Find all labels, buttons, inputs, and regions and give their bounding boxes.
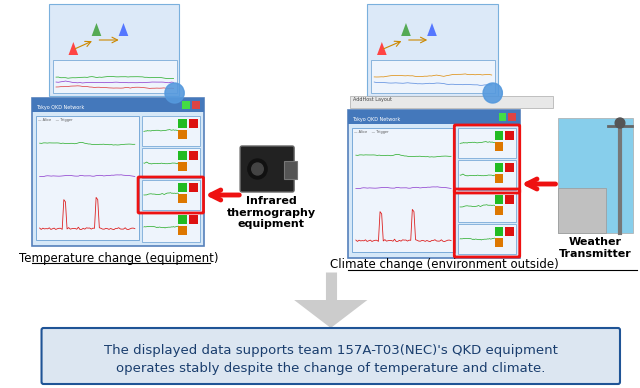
Bar [495,206,503,215]
Text: Temperature change (equipment): Temperature change (equipment) [19,252,218,265]
Bar [558,118,634,233]
Bar [348,110,520,258]
Circle shape [483,83,502,103]
Bar [505,195,514,204]
FancyBboxPatch shape [240,146,294,192]
Bar [352,128,455,252]
Bar [495,227,503,236]
Bar [182,101,190,109]
Bar [505,163,514,172]
Bar [179,183,187,192]
Bar [495,163,503,172]
Bar [179,162,187,171]
Bar [495,195,503,204]
Text: Infrared
thermography
equipment: Infrared thermography equipment [227,196,316,229]
Circle shape [165,83,184,103]
Bar [495,131,503,140]
Polygon shape [68,42,78,55]
Polygon shape [294,300,367,328]
Bar [142,212,200,242]
Bar [505,227,514,236]
Bar [284,161,297,179]
Bar [189,215,198,224]
Text: operates stably despite the change of temperature and climate.: operates stably despite the change of te… [116,362,545,375]
Circle shape [248,159,267,179]
Circle shape [615,118,625,128]
Bar [142,180,200,210]
Text: Weather
Transmitter: Weather Transmitter [559,237,631,258]
Bar [558,188,607,233]
Bar [179,194,187,203]
Text: — Alice    — Trigger: — Alice — Trigger [354,130,388,134]
Text: Tokyo QKD Network: Tokyo QKD Network [352,118,400,123]
Bar [458,128,516,158]
Polygon shape [118,23,128,36]
Bar [32,98,204,112]
Bar [179,119,187,128]
Polygon shape [401,23,411,36]
Polygon shape [377,42,387,55]
Circle shape [252,163,263,175]
Text: AddHost Layout: AddHost Layout [353,97,392,102]
Bar [179,215,187,224]
Bar [495,174,503,183]
Bar [348,110,520,124]
Text: — Alice    — Trigger: — Alice — Trigger [38,118,72,122]
Bar [189,151,198,160]
Text: Tokyo QKD Network: Tokyo QKD Network [36,106,84,111]
Bar [49,4,179,96]
Bar [36,116,139,240]
Bar [179,226,187,235]
Text: Climate change (environment outside): Climate change (environment outside) [330,258,559,271]
Bar [192,101,200,109]
Bar [458,224,516,254]
Bar [142,116,200,146]
Polygon shape [427,23,437,36]
FancyBboxPatch shape [42,328,620,384]
Bar [32,98,204,246]
Bar [495,142,503,151]
Bar [189,119,198,128]
Bar [499,113,506,121]
Bar [350,96,552,108]
Bar [458,192,516,222]
Polygon shape [92,23,101,36]
Bar [189,183,198,192]
Bar [142,148,200,178]
Bar [53,60,177,93]
Bar [179,151,187,160]
Bar [458,160,516,190]
Bar [505,131,514,140]
Bar [371,60,495,93]
Bar [508,113,516,121]
Bar [179,130,187,139]
Bar [495,238,503,247]
Text: The displayed data supports team 157A-T03(NEC)'s QKD equipment: The displayed data supports team 157A-T0… [104,344,557,357]
Bar [367,4,497,96]
